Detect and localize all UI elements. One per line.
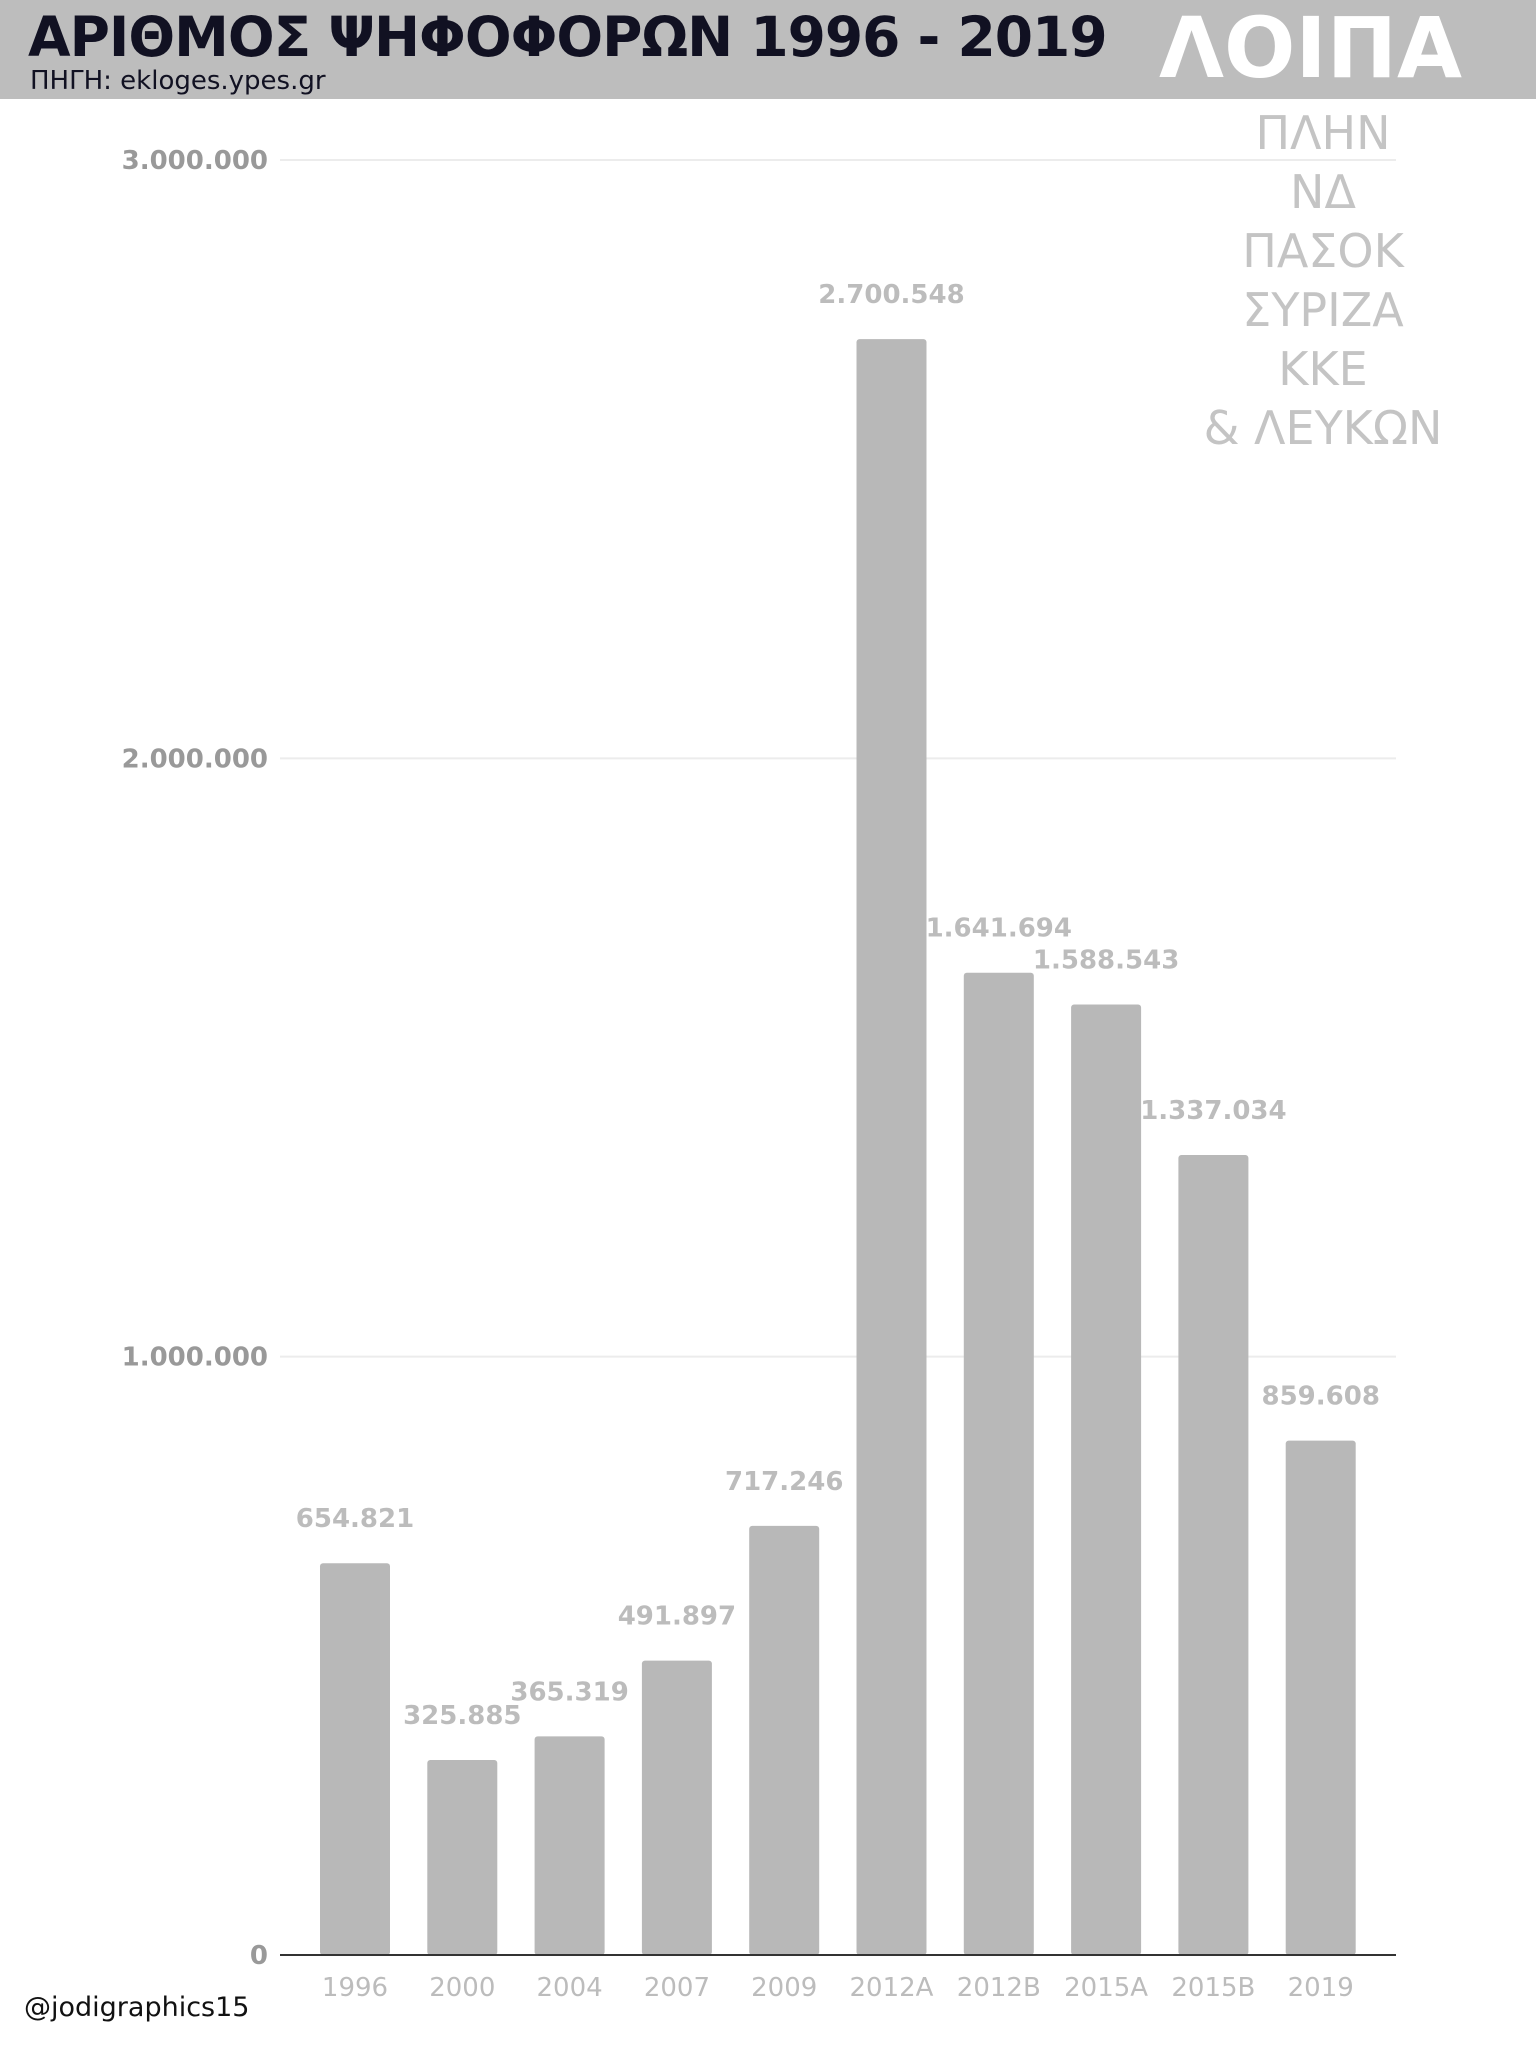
bars <box>320 339 1356 1955</box>
data-label: 491.897 <box>618 1602 736 1632</box>
data-label: 654.821 <box>296 1504 414 1534</box>
source-label: ΠΗΓΗ: ekloges.ypes.gr <box>30 66 326 96</box>
data-label: 1.337.034 <box>1140 1096 1286 1126</box>
data-label: 717.246 <box>725 1467 843 1497</box>
y-tick-label: 0 <box>250 1941 268 1971</box>
x-axis-ticks: 1996 2000 2004 2007 2009 2012Α 2012Β 2015Α 2015Β… <box>322 1973 1354 2003</box>
data-label: 365.319 <box>510 1677 628 1707</box>
bar <box>534 1736 605 1955</box>
page-title: ΑΡΙΘΜΟΣ ΨΗΦΟΦΟΡΩΝ 1996 - 2019 <box>28 5 1108 69</box>
data-label: 1.588.543 <box>1033 946 1179 976</box>
x-tick-label: 2019 <box>1288 1973 1354 2003</box>
note-line: ΚΚΕ <box>1278 342 1368 396</box>
x-tick-label: 2004 <box>537 1973 603 2003</box>
author-handle: @jodigraphics15 <box>24 1992 250 2023</box>
x-tick-label: 2012Β <box>957 1973 1041 2003</box>
x-tick-label: 2007 <box>644 1973 710 2003</box>
bar <box>963 972 1034 1955</box>
bar <box>320 1563 390 1955</box>
bar <box>427 1760 498 1955</box>
note-line: & ΛΕΥΚΩΝ <box>1203 401 1443 455</box>
note-line: ΝΔ <box>1290 165 1356 219</box>
x-tick-label: 2015Β <box>1171 1973 1255 2003</box>
y-tick-label: 1.000.000 <box>122 1343 268 1373</box>
x-tick-label: 2000 <box>429 1973 495 2003</box>
y-axis-ticks: 0 1.000.000 2.000.000 3.000.000 <box>122 146 268 1971</box>
category-title: ΛΟΙΠΑ <box>1159 0 1462 97</box>
data-label: 859.608 <box>1261 1382 1379 1412</box>
data-label: 325.885 <box>403 1701 521 1731</box>
x-tick-label: 2015Α <box>1064 1973 1148 2003</box>
data-label: 2.700.548 <box>818 280 964 310</box>
note-line: ΠΑΣΟΚ <box>1242 224 1404 278</box>
bar <box>1178 1155 1249 1955</box>
bar <box>749 1525 820 1955</box>
y-tick-label: 3.000.000 <box>122 146 268 176</box>
bar <box>1285 1440 1356 1955</box>
data-label: 1.641.694 <box>926 914 1072 944</box>
bar <box>641 1660 712 1955</box>
bar <box>856 339 927 1955</box>
y-tick-label: 2.000.000 <box>122 744 268 774</box>
note-line: ΠΛΗΝ <box>1255 106 1391 160</box>
exclusion-note: ΠΛΗΝ ΝΔ ΠΑΣΟΚ ΣΥΡΙΖΑ ΚΚΕ & ΛΕΥΚΩΝ <box>1150 104 1496 458</box>
x-tick-label: 2009 <box>751 1973 817 2003</box>
x-tick-label: 2012Α <box>850 1973 934 2003</box>
bar <box>1071 1004 1142 1955</box>
x-tick-label: 1996 <box>322 1973 388 2003</box>
header-band <box>0 0 1536 99</box>
note-line: ΣΥΡΙΖΑ <box>1242 283 1404 337</box>
